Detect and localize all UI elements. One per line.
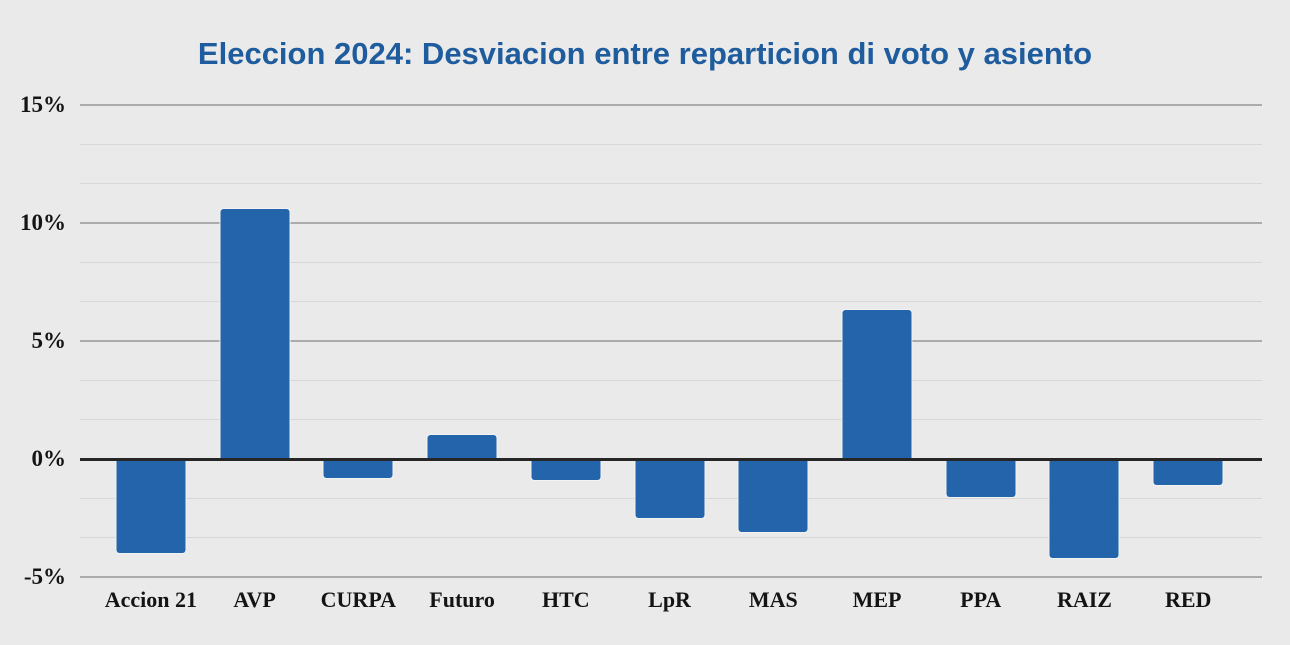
gridline--5 <box>80 576 1262 578</box>
bar-red <box>1153 459 1223 485</box>
x-tick-label-ppa: PPA <box>960 587 1002 612</box>
minor-gridline <box>80 261 1262 263</box>
bar-mas <box>738 459 808 533</box>
gridline-10 <box>80 222 1262 224</box>
x-tick-label-mep: MEP <box>852 587 902 612</box>
x-tick-label-lpr: LpR <box>648 587 691 612</box>
bar-lpr <box>635 459 705 518</box>
x-axis-labels: Accion 21 AVP CURPA Futuro HTC LpR MAS MEP PPA RA… <box>99 585 1240 619</box>
bar-accion-21 <box>116 459 186 554</box>
x-tick-label-avp: AVP <box>233 587 276 612</box>
minor-gridline <box>80 419 1262 421</box>
bar-slot-mep <box>825 105 929 577</box>
y-tick-label--5: -5% <box>23 564 66 589</box>
bar-slot-avp <box>203 105 307 577</box>
minor-gridline <box>80 379 1262 381</box>
y-tick-label-10: 10% <box>20 210 66 235</box>
x-tick-label-curpa: CURPA <box>320 587 397 612</box>
bar-slot-htc <box>514 105 618 577</box>
minor-gridline <box>80 183 1262 185</box>
minor-gridline <box>80 301 1262 303</box>
x-tick-label-raiz: RAIZ <box>1056 587 1112 612</box>
bar-slot-raiz <box>1033 105 1137 577</box>
y-axis-labels: 15% 10% 5% 0% -5% <box>0 92 67 589</box>
bar-mep <box>842 310 912 459</box>
x-tick-label-red: RED <box>1164 587 1212 612</box>
y-tick-label-0: 0% <box>31 446 67 471</box>
bar-slot-mas <box>721 105 825 577</box>
y-tick-label-5: 5% <box>31 328 67 353</box>
chart-title: Eleccion 2024: Desviacion entre repartic… <box>197 36 1093 71</box>
minor-gridline <box>80 537 1262 539</box>
x-tick-label-accion-21: Accion 21 <box>104 587 197 612</box>
zero-axis-line <box>80 457 1262 461</box>
gridline-15 <box>80 104 1262 106</box>
bars-layer <box>99 105 1240 577</box>
bar-avp <box>220 208 290 459</box>
x-tick-label-futuro: Futuro <box>429 587 495 612</box>
bar-slot-ppa <box>929 105 1033 577</box>
bar-raiz <box>1049 459 1119 559</box>
bar-curpa <box>323 459 393 478</box>
minor-gridline <box>80 143 1262 145</box>
bar-slot-futuro <box>410 105 514 577</box>
bar-futuro <box>427 435 497 459</box>
bar-ppa <box>946 459 1016 497</box>
grid-layer <box>80 104 1262 578</box>
x-tick-label-mas: MAS <box>748 587 798 612</box>
bar-slot-curpa <box>306 105 410 577</box>
bar-slot-accion-21 <box>99 105 203 577</box>
gridline-5 <box>80 340 1262 342</box>
y-tick-label-15: 15% <box>20 92 66 117</box>
bar-htc <box>531 459 601 481</box>
bar-slot-lpr <box>618 105 722 577</box>
x-tick-label-htc: HTC <box>541 587 590 612</box>
plot-area <box>80 104 1262 578</box>
bar-slot-red <box>1136 105 1240 577</box>
